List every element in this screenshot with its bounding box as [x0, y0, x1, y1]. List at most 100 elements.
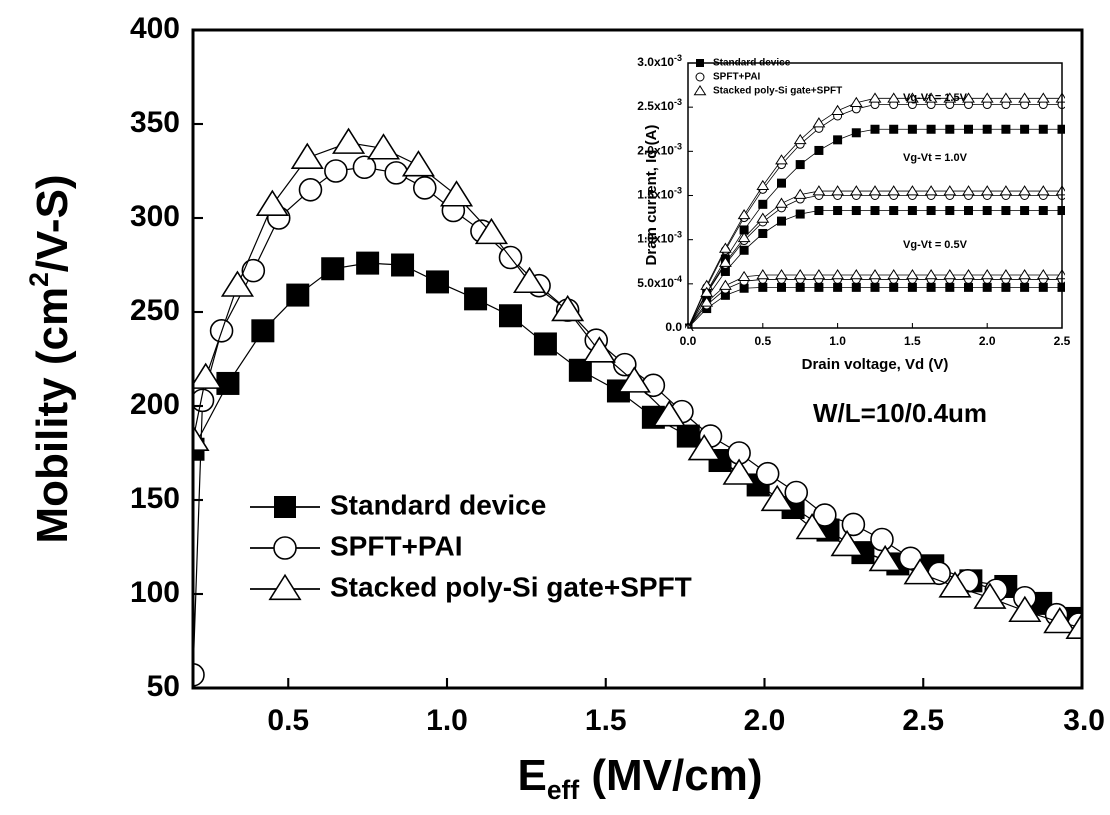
marker-triangle: [756, 212, 770, 223]
marker-triangle: [1018, 92, 1032, 103]
marker-triangle: [1043, 606, 1077, 634]
x-tick-label: 0.5: [754, 334, 771, 348]
marker-triangle: [943, 92, 957, 103]
marker-triangle: [582, 336, 616, 363]
marker-triangle: [551, 294, 585, 322]
annotation: Vg-Vt = 1.5V: [903, 92, 968, 104]
marker-square: [945, 282, 955, 292]
marker-triangle: [1036, 92, 1050, 103]
marker-triangle: [332, 127, 366, 154]
y-tick-label: 250: [130, 294, 180, 327]
marker-square: [964, 124, 973, 134]
x-tick-label: 1.5: [904, 334, 921, 348]
marker-triangle: [775, 154, 788, 165]
marker-circle: [870, 527, 894, 552]
marker-square: [568, 358, 592, 382]
marker-triangle: [760, 484, 794, 512]
marker-triangle: [718, 242, 732, 253]
legend-label: Stacked poly-Si gate+SPFT: [330, 571, 692, 602]
marker-triangle: [887, 269, 901, 280]
y-tick-label: 300: [130, 200, 180, 233]
marker-square: [758, 199, 768, 209]
marker-square: [870, 282, 880, 292]
marker-square: [216, 371, 240, 395]
x-tick-label: 3.0: [1063, 704, 1105, 737]
y-tick-label: 350: [130, 106, 180, 139]
x-tick-label: 1.0: [426, 704, 468, 737]
marker-triangle: [513, 266, 547, 294]
marker-square: [758, 282, 768, 292]
marker-square: [945, 206, 955, 216]
x-axis-label-part: eff: [547, 775, 579, 805]
marker-circle: [755, 461, 780, 486]
marker-triangle: [999, 92, 1013, 103]
marker-triangle: [999, 269, 1013, 280]
x-tick-label: 1.5: [585, 704, 627, 737]
marker-square: [795, 282, 805, 292]
marker-triangle: [849, 185, 863, 196]
marker-triangle: [849, 269, 863, 280]
y-axis-label: Mobility (cm2/V-S): [24, 174, 77, 543]
x-tick-label: 0.0: [680, 334, 697, 348]
marker-square: [1020, 124, 1030, 134]
marker-triangle: [887, 185, 901, 196]
annotation: W/L=10/0.4um: [813, 398, 987, 428]
marker-triangle: [652, 400, 686, 427]
marker-triangle: [943, 185, 957, 196]
legend-marker: [273, 536, 297, 560]
y-tick-label: 200: [130, 388, 180, 421]
legend-marker: [693, 85, 707, 96]
marker-triangle: [795, 512, 829, 540]
marker-triangle: [812, 185, 826, 196]
marker-triangle: [1018, 269, 1032, 280]
marker-triangle: [831, 269, 845, 280]
y-axis-label-part: Drain current, Id (A): [643, 125, 660, 266]
marker-square: [739, 245, 749, 255]
marker-square: [926, 124, 936, 134]
marker-square: [851, 206, 861, 216]
marker-triangle: [687, 434, 721, 461]
marker-triangle: [366, 133, 401, 160]
marker-square: [833, 206, 843, 216]
marker-triangle: [973, 582, 1007, 609]
marker-square: [833, 135, 843, 145]
marker-triangle: [718, 279, 732, 290]
marker-square: [889, 206, 899, 216]
marker-triangle: [700, 286, 714, 297]
y-tick-label: 1.5x10-3: [637, 186, 682, 202]
marker-triangle: [193, 362, 223, 389]
x-tick-label: 2.0: [979, 334, 996, 348]
y-tick-label: 2.0x10-3: [637, 142, 682, 158]
marker-triangle: [718, 256, 732, 267]
marker-triangle: [831, 104, 845, 115]
marker-square: [758, 228, 768, 238]
marker-circle: [241, 258, 266, 283]
marker-square: [1038, 282, 1048, 292]
marker-triangle: [999, 185, 1013, 196]
y-axis-label-part: 2: [24, 272, 54, 287]
marker-triangle: [1036, 269, 1050, 280]
marker-square: [795, 160, 805, 170]
legend-marker: [274, 496, 296, 518]
marker-triangle: [775, 269, 788, 280]
plot-series: [685, 92, 1065, 331]
y-tick-label: 1.0x10-3: [637, 230, 682, 246]
x-axis-label: Drain voltage, Vd (V): [802, 356, 949, 373]
marker-triangle: [775, 197, 788, 208]
marker-square: [777, 216, 786, 226]
x-axis-label-part: (MV/cm): [579, 751, 762, 800]
annotation: Vg-Vt = 1.0V: [903, 152, 968, 164]
marker-square: [982, 206, 992, 216]
marker-triangle: [1036, 185, 1050, 196]
marker-triangle: [962, 269, 975, 280]
marker-square: [795, 209, 805, 219]
x-tick-label: 1.0: [829, 334, 846, 348]
x-tick-label: 0.5: [267, 704, 309, 737]
y-tick-label: 2.5x10-3: [637, 98, 682, 114]
marker-triangle: [401, 150, 435, 177]
annotation-box: [792, 388, 1007, 442]
marker-triangle: [793, 133, 807, 145]
marker-square: [907, 124, 917, 134]
marker-triangle: [962, 185, 975, 196]
